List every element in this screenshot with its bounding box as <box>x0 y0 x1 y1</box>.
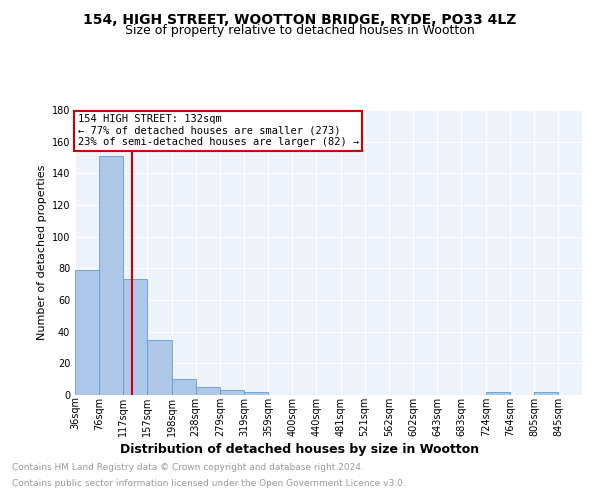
Bar <box>196 387 220 395</box>
Text: Contains public sector information licensed under the Open Government Licence v3: Contains public sector information licen… <box>12 478 406 488</box>
Text: 154, HIGH STREET, WOOTTON BRIDGE, RYDE, PO33 4LZ: 154, HIGH STREET, WOOTTON BRIDGE, RYDE, … <box>83 12 517 26</box>
Bar <box>99 156 124 395</box>
Y-axis label: Number of detached properties: Number of detached properties <box>37 165 47 340</box>
Bar <box>534 392 558 395</box>
Bar <box>124 280 147 395</box>
Text: Distribution of detached houses by size in Wootton: Distribution of detached houses by size … <box>121 442 479 456</box>
Bar <box>220 390 244 395</box>
Text: Size of property relative to detached houses in Wootton: Size of property relative to detached ho… <box>125 24 475 37</box>
Bar <box>244 392 268 395</box>
Text: Contains HM Land Registry data © Crown copyright and database right 2024.: Contains HM Land Registry data © Crown c… <box>12 464 364 472</box>
Bar <box>147 340 172 395</box>
Text: 154 HIGH STREET: 132sqm
← 77% of detached houses are smaller (273)
23% of semi-d: 154 HIGH STREET: 132sqm ← 77% of detache… <box>77 114 359 148</box>
Bar <box>486 392 510 395</box>
Bar <box>172 379 196 395</box>
Bar <box>75 270 99 395</box>
